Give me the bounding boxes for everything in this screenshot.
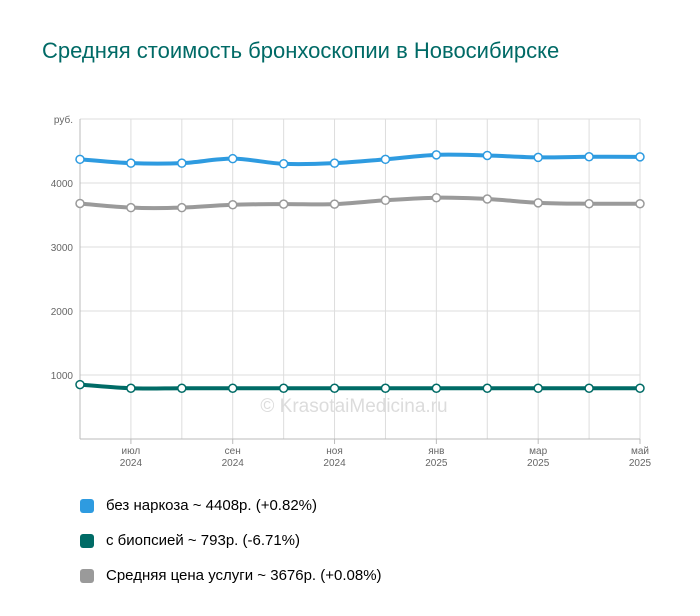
y-tick-label: 2000 bbox=[51, 307, 74, 318]
data-point-with-biopsy bbox=[482, 383, 493, 393]
legend-label: Средняя цена услуги ~ 3676р. (+0.08%) bbox=[106, 567, 382, 584]
data-point-average bbox=[278, 199, 289, 209]
x-tick-label-year: 2024 bbox=[222, 458, 245, 469]
data-point-no-anesthesia bbox=[431, 150, 442, 160]
data-point-with-biopsy bbox=[533, 383, 543, 393]
data-point-average bbox=[533, 198, 543, 208]
legend-swatch bbox=[80, 498, 94, 513]
series-line-with-biopsy bbox=[78, 382, 642, 391]
data-point-average bbox=[431, 192, 442, 203]
x-tick-label-month: янв bbox=[428, 446, 444, 457]
data-point-with-biopsy bbox=[278, 383, 289, 393]
data-point-with-biopsy bbox=[635, 383, 645, 393]
data-point-average bbox=[227, 200, 238, 210]
x-tick-label-month: сен bbox=[225, 446, 241, 457]
data-point-average bbox=[482, 194, 493, 204]
data-point-with-biopsy bbox=[227, 383, 238, 393]
data-point-with-biopsy bbox=[126, 383, 136, 393]
series-line-average bbox=[78, 195, 642, 211]
data-point-average bbox=[380, 195, 391, 206]
data-point-no-anesthesia bbox=[533, 152, 543, 163]
y-axis-unit: руб. bbox=[54, 114, 73, 126]
x-tick-label-year: 2024 bbox=[120, 458, 143, 469]
series-line-no-anesthesia bbox=[78, 152, 642, 167]
x-tick-label-year: 2025 bbox=[629, 458, 652, 469]
data-point-average bbox=[177, 202, 187, 213]
data-point-average bbox=[75, 198, 85, 209]
data-point-no-anesthesia bbox=[635, 152, 645, 162]
data-point-with-biopsy bbox=[380, 383, 391, 393]
legend-item-no-anesthesia: без наркоза ~ 4408р. (+0.82%) bbox=[80, 488, 382, 523]
x-tick-label-month: май bbox=[631, 446, 649, 457]
data-point-average bbox=[126, 202, 136, 213]
y-tick-label: 3000 bbox=[51, 243, 74, 254]
legend-swatch bbox=[80, 568, 94, 583]
y-tick-label: 4000 bbox=[51, 179, 74, 190]
data-point-with-biopsy bbox=[75, 379, 85, 390]
data-point-no-anesthesia bbox=[126, 158, 136, 168]
data-point-no-anesthesia bbox=[329, 158, 340, 168]
data-point-no-anesthesia bbox=[278, 159, 289, 169]
data-point-average bbox=[584, 198, 594, 209]
axes: 1000200030004000руб.июл2024сен2024ноя202… bbox=[51, 114, 652, 469]
data-point-no-anesthesia bbox=[177, 158, 187, 168]
line-chart: 1000200030004000руб.июл2024сен2024ноя202… bbox=[51, 114, 652, 469]
x-tick-label-month: июл bbox=[122, 446, 141, 457]
grid-lines bbox=[80, 118, 641, 439]
data-point-no-anesthesia bbox=[227, 153, 238, 164]
data-point-no-anesthesia bbox=[380, 154, 391, 165]
legend-item-average: Средняя цена услуги ~ 3676р. (+0.08%) bbox=[80, 558, 382, 593]
series-lines bbox=[75, 150, 645, 393]
legend-label: без наркоза ~ 4408р. (+0.82%) bbox=[106, 497, 317, 514]
data-point-with-biopsy bbox=[584, 383, 594, 393]
x-tick-label-year: 2025 bbox=[527, 458, 550, 469]
data-point-no-anesthesia bbox=[584, 152, 594, 162]
data-point-average bbox=[329, 199, 340, 209]
data-point-no-anesthesia bbox=[482, 150, 493, 161]
data-point-with-biopsy bbox=[177, 383, 187, 393]
data-point-with-biopsy bbox=[431, 383, 442, 393]
legend-swatch bbox=[80, 533, 94, 548]
x-tick-label-month: мар bbox=[529, 446, 547, 457]
y-tick-label: 1000 bbox=[51, 371, 74, 382]
x-tick-label-year: 2025 bbox=[425, 458, 448, 469]
data-point-with-biopsy bbox=[329, 383, 340, 393]
x-tick-label-month: ноя bbox=[326, 446, 343, 457]
watermark: © KrasotaiMedicina.ru bbox=[260, 396, 447, 417]
data-point-average bbox=[635, 198, 645, 209]
data-point-no-anesthesia bbox=[75, 154, 85, 165]
legend: без наркоза ~ 4408р. (+0.82%) с биопсией… bbox=[80, 488, 382, 593]
chart-title: Средняя стоимость бронхоскопии в Новосиб… bbox=[42, 38, 560, 63]
legend-label: с биопсией ~ 793р. (-6.71%) bbox=[106, 532, 301, 549]
x-tick-label-year: 2024 bbox=[323, 458, 346, 469]
legend-item-with-biopsy: с биопсией ~ 793р. (-6.71%) bbox=[80, 523, 382, 558]
